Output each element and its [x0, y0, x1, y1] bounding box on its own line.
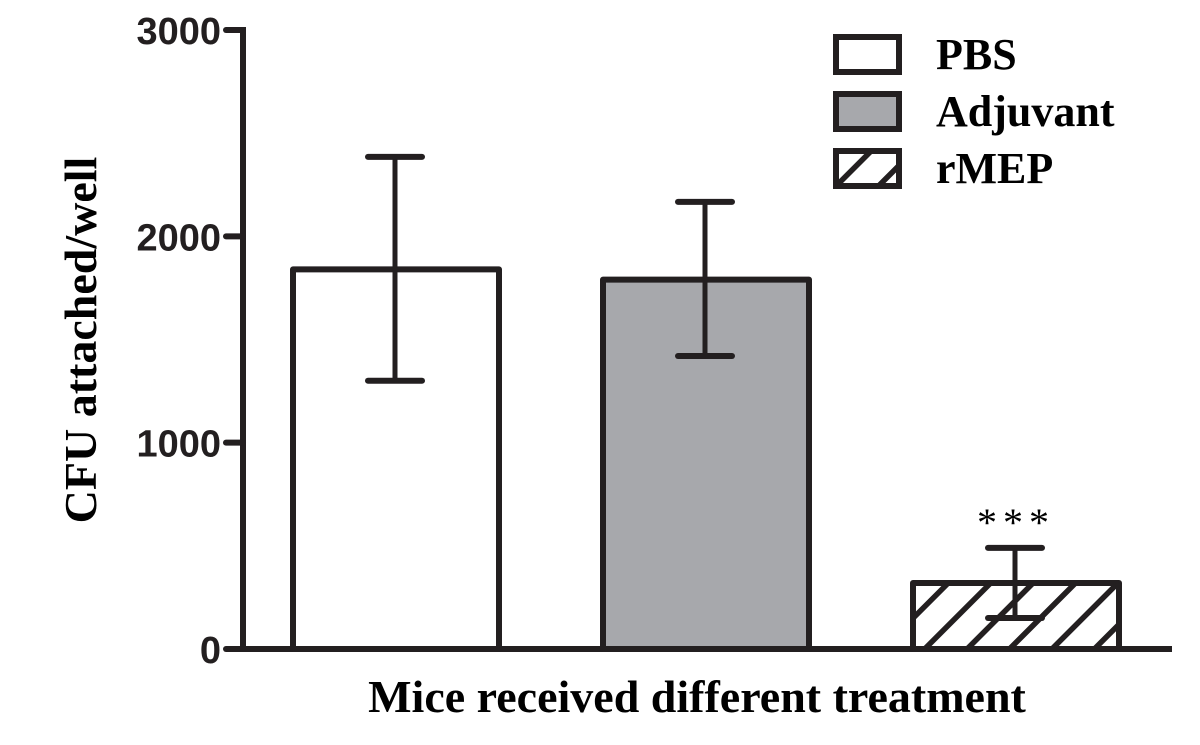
legend-label-pbs: PBS: [936, 30, 1017, 79]
y-tick-label: 2000: [136, 217, 221, 259]
y-tick-label: 3000: [136, 11, 221, 53]
y-tick-label: 1000: [136, 424, 221, 466]
legend-swatch-adjuvant: [833, 91, 902, 132]
legend-swatch-pbs: [833, 34, 902, 75]
legend-label-adjuvant: Adjuvant: [936, 87, 1115, 136]
y-axis-label: CFU attached/well: [55, 157, 106, 524]
x-axis-label: Mice received different treatment: [368, 671, 1026, 722]
legend-label-rmep: rMEP: [936, 144, 1053, 193]
y-tick-label: 0: [200, 630, 221, 672]
legend-swatch-rmep: [833, 148, 902, 189]
significance-annotation: ***: [977, 500, 1055, 545]
